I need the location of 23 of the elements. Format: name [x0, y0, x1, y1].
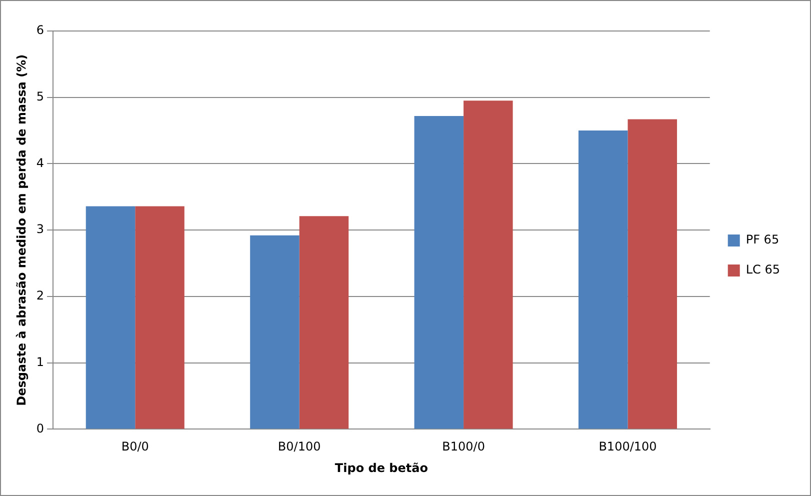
bar: [250, 235, 300, 429]
y-tick-label: 6: [36, 23, 44, 38]
y-tick-label: 4: [36, 156, 44, 170]
bar: [86, 206, 136, 429]
x-tick-label: B100/100: [598, 440, 657, 454]
bar: [414, 116, 464, 429]
bar: [628, 119, 678, 429]
legend-label: PF 65: [746, 232, 780, 247]
bar: [578, 130, 628, 429]
x-tick-label: B0/0: [121, 440, 149, 454]
bar: [464, 100, 513, 429]
y-tick-label: 2: [36, 288, 44, 303]
bar: [135, 206, 184, 429]
y-tick-label: 0: [36, 421, 44, 436]
y-tick-label: 5: [36, 89, 44, 104]
y-axis-title: Desgaste à abrasão medido em perda de massa (%): [14, 54, 28, 406]
bar: [299, 216, 349, 429]
x-tick-label: B0/100: [278, 440, 321, 454]
x-tick-label: B100/0: [442, 440, 485, 454]
y-tick-label: 1: [36, 354, 44, 369]
legend-label: LC 65: [746, 262, 780, 277]
x-axis-title: Tipo de betão: [334, 460, 428, 475]
y-tick-label: 3: [36, 222, 44, 236]
